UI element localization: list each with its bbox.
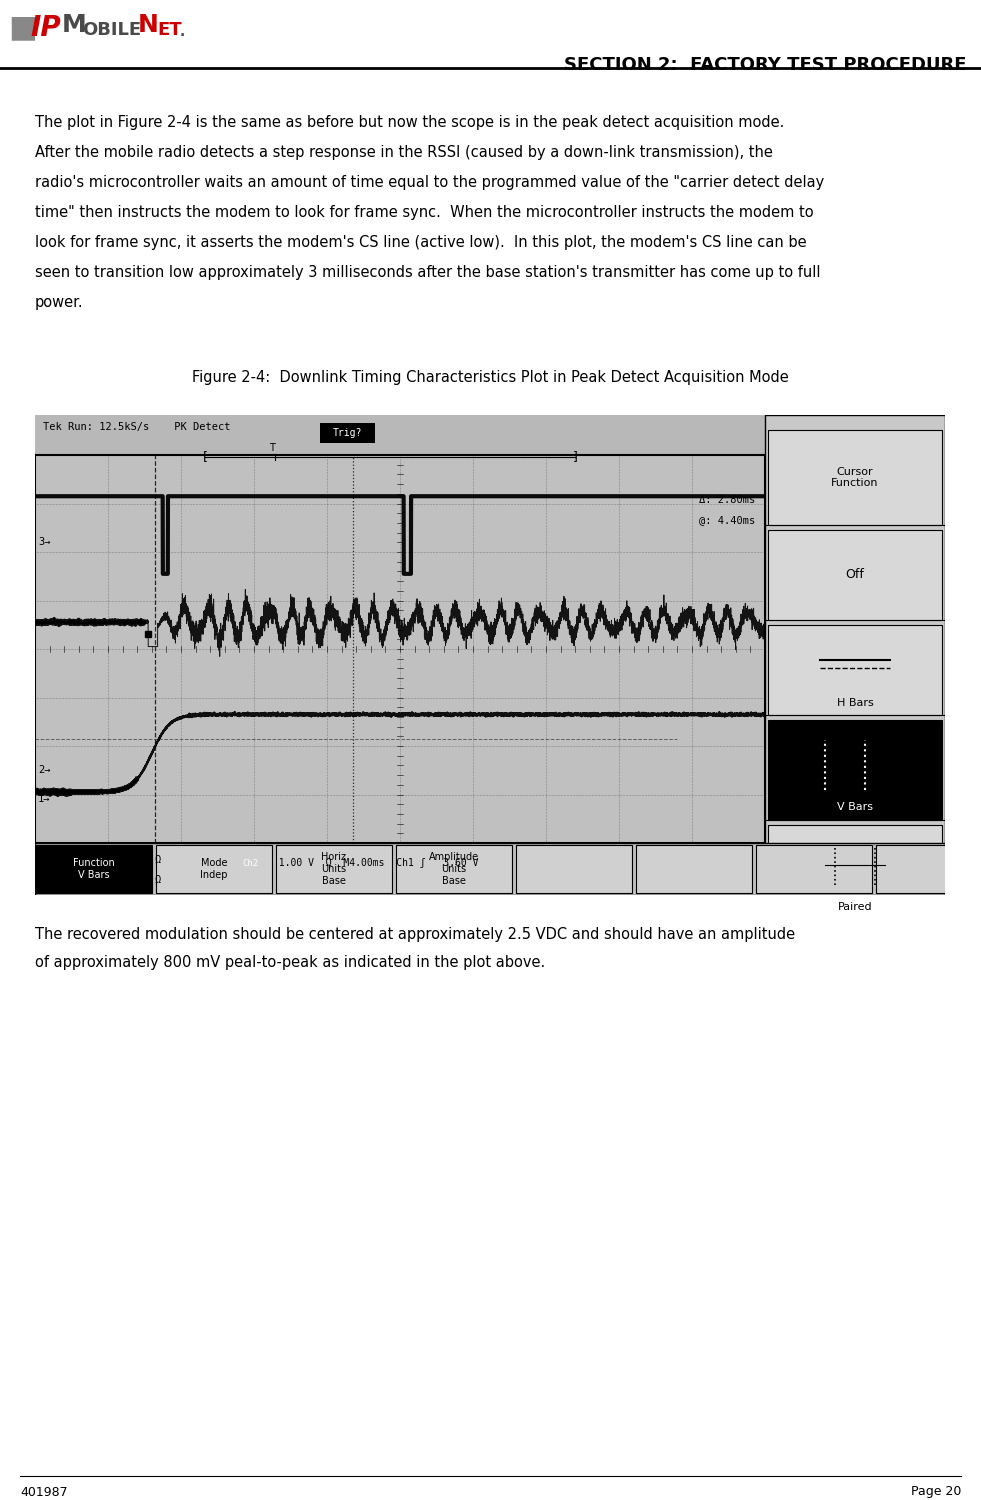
Bar: [768, 530, 942, 620]
Text: seen to transition low approximately 3 milliseconds after the base station's tra: seen to transition low approximately 3 m…: [35, 266, 820, 280]
Text: Paired: Paired: [838, 902, 872, 912]
Text: 1.00 V  Ω  M4.00ms  Ch1 ʃ   3.60 V: 1.00 V Ω M4.00ms Ch1 ʃ 3.60 V: [267, 858, 479, 868]
Text: Function
V Bars: Function V Bars: [74, 858, 115, 880]
Text: Amplitude
Units
Base: Amplitude Units Base: [429, 852, 479, 885]
Text: Figure 2-4:  Downlink Timing Characteristics Plot in Peak Detect Acquisition Mod: Figure 2-4: Downlink Timing Characterist…: [192, 370, 789, 386]
Text: Horiz
Units
Base: Horiz Units Base: [322, 852, 346, 885]
Bar: [35, 843, 765, 896]
Bar: [156, 844, 272, 892]
Bar: [756, 844, 872, 892]
Text: Trig?: Trig?: [333, 427, 362, 438]
Text: 401987: 401987: [20, 1485, 68, 1498]
Bar: [396, 844, 512, 892]
Text: M: M: [62, 13, 86, 38]
Text: .: .: [180, 26, 185, 39]
Text: ET: ET: [157, 21, 181, 39]
Text: power.: power.: [35, 296, 83, 310]
Text: OBILE: OBILE: [82, 21, 141, 39]
Text: H Bars: H Bars: [837, 698, 873, 708]
Text: Ch1   2.00 V  Ω: Ch1 2.00 V Ω: [73, 855, 161, 865]
Bar: [320, 423, 375, 442]
Bar: [516, 844, 632, 892]
Text: ]: ]: [573, 450, 578, 464]
Text: After the mobile radio detects a step response in the RSSI (caused by a down-lin: After the mobile radio detects a step re…: [35, 146, 773, 160]
Text: Off: Off: [846, 568, 864, 582]
Bar: [876, 844, 981, 892]
Bar: [35, 416, 765, 454]
Text: radio's microcontroller waits an amount of time equal to the programmed value of: radio's microcontroller waits an amount …: [35, 176, 824, 190]
Text: V Bars: V Bars: [837, 802, 873, 812]
Bar: [35, 843, 945, 896]
Bar: [768, 430, 942, 525]
Text: SECTION 2:  FACTORY TEST PROCEDURE: SECTION 2: FACTORY TEST PROCEDURE: [563, 56, 966, 74]
Text: Tek Run: 12.5kS/s    PK Detect: Tek Run: 12.5kS/s PK Detect: [43, 422, 236, 432]
Text: look for frame sync, it asserts the modem's CS line (active low).  In this plot,: look for frame sync, it asserts the mode…: [35, 236, 806, 250]
Text: 3→: 3→: [38, 537, 50, 548]
Text: 1→: 1→: [38, 795, 50, 804]
Text: Ch2: Ch2: [242, 858, 258, 867]
Bar: [276, 844, 392, 892]
Bar: [636, 844, 752, 892]
Bar: [36, 844, 152, 892]
Text: The plot in Figure 2-4 is the same as before but now the scope is in the peak de: The plot in Figure 2-4 is the same as be…: [35, 116, 785, 130]
Bar: [235, 855, 265, 871]
Text: ■: ■: [8, 13, 37, 42]
Text: Mode
Indep: Mode Indep: [200, 858, 228, 880]
Bar: [768, 720, 942, 821]
Bar: [765, 416, 945, 896]
Bar: [768, 825, 942, 920]
Text: N: N: [138, 13, 159, 38]
Text: 2→: 2→: [38, 765, 50, 776]
Text: Δ: 2.80ms: Δ: 2.80ms: [698, 495, 755, 506]
Text: Ch3   5.00 V  Ω: Ch3 5.00 V Ω: [73, 874, 161, 885]
Text: @: 4.40ms: @: 4.40ms: [698, 514, 755, 525]
Text: T: T: [269, 442, 275, 453]
Bar: [768, 626, 942, 716]
Text: of approximately 800 mV peal-to-peak as indicated in the plot above.: of approximately 800 mV peal-to-peak as …: [35, 956, 545, 970]
Text: [: [: [202, 450, 208, 464]
Text: Cursor
Function: Cursor Function: [831, 466, 879, 489]
Text: Page 20: Page 20: [910, 1485, 961, 1498]
Bar: [35, 454, 765, 843]
Text: The recovered modulation should be centered at approximately 2.5 VDC and should : The recovered modulation should be cente…: [35, 927, 796, 942]
Text: IP: IP: [30, 13, 61, 42]
Text: 1→: 1→: [57, 855, 69, 865]
Text: time" then instructs the modem to look for frame sync.  When the microcontroller: time" then instructs the modem to look f…: [35, 206, 813, 220]
